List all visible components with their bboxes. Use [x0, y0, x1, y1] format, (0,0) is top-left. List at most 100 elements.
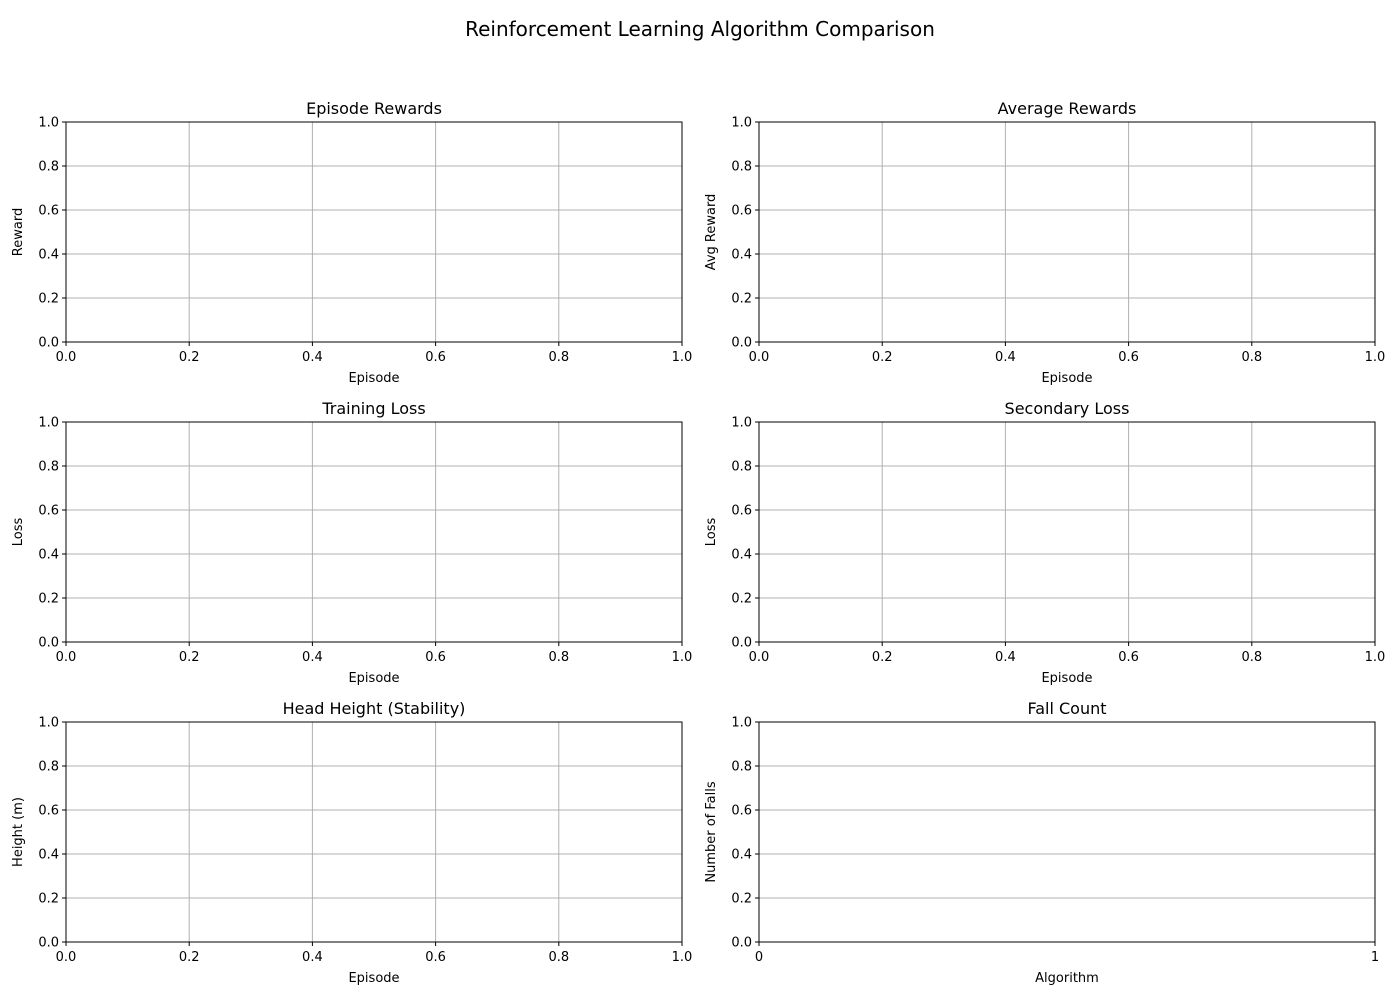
- y-tick-label: 1.0: [38, 416, 59, 431]
- x-axis-label: Episode: [1041, 671, 1092, 686]
- x-tick-label: 0.8: [548, 650, 569, 665]
- y-tick-label: 0.2: [38, 892, 59, 907]
- axes-frame: [758, 121, 1376, 343]
- x-tick-label: 0.8: [1241, 650, 1262, 665]
- x-tick-label: 1.0: [672, 350, 693, 365]
- x-tick-label: 0.4: [995, 650, 1016, 665]
- x-axis-label: Episode: [348, 971, 399, 986]
- panel-title: Head Height (Stability): [283, 699, 466, 718]
- y-tick-label: 0.2: [731, 292, 752, 307]
- y-tick-label: 0.0: [731, 336, 752, 351]
- plot-area: [759, 122, 1375, 342]
- y-tick-label: 0.4: [38, 848, 59, 863]
- y-tick-label: 0.0: [731, 636, 752, 651]
- x-tick-label: 1.0: [672, 650, 693, 665]
- panel-episode-rewards: 0.0 0.2 0.4 0.6 0.8 1.0 0.0 0.2 0.4 0.6 0.8 1.0 Epis…: [11, 99, 692, 386]
- x-tick-label: 1.0: [1365, 350, 1386, 365]
- axes-frame: [758, 721, 1376, 943]
- y-tick-label: 0.0: [38, 336, 59, 351]
- x-tick-label: 0.2: [872, 650, 893, 665]
- y-tick-label: 0.8: [731, 760, 752, 775]
- y-tick-label: 0.0: [38, 636, 59, 651]
- panel-title: Episode Rewards: [306, 99, 442, 118]
- figure-title: Reinforcement Learning Algorithm Compari…: [465, 17, 935, 41]
- y-tick-label: 1.0: [731, 116, 752, 131]
- y-tick-label: 0.2: [38, 592, 59, 607]
- y-tick-label: 0.2: [731, 592, 752, 607]
- x-tick-label: 0.6: [425, 950, 446, 965]
- panel-secondary-loss: 0.0 0.2 0.4 0.6 0.8 1.0 0.0 0.2 0.4 0.6 0.8 1.0 Seco…: [704, 399, 1385, 686]
- y-tick-label: 0.6: [38, 504, 59, 519]
- panel-average-rewards: 0.0 0.2 0.4 0.6 0.8 1.0 0.0 0.2 0.4 0.6 0.8 1.0 Aver…: [704, 99, 1385, 386]
- x-tick-label: 0.2: [872, 350, 893, 365]
- y-tick-label: 0.8: [731, 460, 752, 475]
- panel-training-loss: 0.0 0.2 0.4 0.6 0.8 1.0 0.0 0.2 0.4 0.6 0.8 1.0 Trai…: [11, 399, 692, 686]
- y-tick-label: 0.0: [38, 936, 59, 951]
- y-axis-label: Loss: [11, 518, 26, 547]
- x-axis-label: Algorithm: [1035, 971, 1099, 986]
- panel-head-height-stability: 0.0 0.2 0.4 0.6 0.8 1.0 0.0 0.2 0.4 0.6 0.8 1.0 Head…: [11, 699, 692, 986]
- y-tick-label: 1.0: [38, 716, 59, 731]
- y-tick-label: 0.6: [38, 204, 59, 219]
- x-tick-label: 1: [1371, 950, 1379, 965]
- x-tick-label: 0.2: [179, 950, 200, 965]
- plot-area: [66, 722, 682, 942]
- y-axis-label: Height (m): [11, 797, 26, 867]
- y-tick-label: 0.8: [731, 160, 752, 175]
- x-tick-label: 0: [755, 950, 763, 965]
- plot-area: [759, 422, 1375, 642]
- plot-area: [759, 722, 1375, 942]
- y-tick-label: 1.0: [38, 116, 59, 131]
- y-tick-label: 0.6: [731, 504, 752, 519]
- x-tick-label: 0.6: [1118, 350, 1139, 365]
- panel-title: Secondary Loss: [1005, 399, 1130, 418]
- panel-title: Average Rewards: [998, 99, 1137, 118]
- x-tick-label: 1.0: [1365, 650, 1386, 665]
- x-tick-label: 0.0: [749, 350, 770, 365]
- axes-frame: [65, 421, 683, 643]
- y-tick-label: 0.4: [38, 548, 59, 563]
- y-axis-label: Reward: [11, 208, 26, 256]
- y-tick-label: 0.4: [731, 548, 752, 563]
- panel-title: Training Loss: [321, 399, 425, 418]
- y-tick-label: 0.6: [731, 804, 752, 819]
- x-tick-label: 0.4: [302, 650, 323, 665]
- x-axis-label: Episode: [348, 371, 399, 386]
- x-tick-label: 0.8: [548, 950, 569, 965]
- x-tick-label: 0.2: [179, 350, 200, 365]
- x-tick-label: 0.4: [302, 350, 323, 365]
- y-axis-label: Number of Falls: [704, 781, 719, 882]
- y-tick-label: 1.0: [731, 416, 752, 431]
- x-tick-label: 0.6: [1118, 650, 1139, 665]
- x-axis-label: Episode: [1041, 371, 1092, 386]
- y-tick-label: 0.4: [731, 248, 752, 263]
- x-tick-label: 0.4: [995, 350, 1016, 365]
- x-tick-label: 0.8: [548, 350, 569, 365]
- y-tick-label: 0.8: [38, 160, 59, 175]
- y-tick-label: 0.4: [38, 248, 59, 263]
- y-tick-label: 0.6: [38, 804, 59, 819]
- plot-area: [66, 122, 682, 342]
- y-tick-label: 0.0: [731, 936, 752, 951]
- panel-title: Fall Count: [1027, 699, 1106, 718]
- y-axis-label: Avg Reward: [704, 194, 719, 271]
- x-tick-label: 0.8: [1241, 350, 1262, 365]
- x-tick-label: 0.6: [425, 350, 446, 365]
- x-axis-label: Episode: [348, 671, 399, 686]
- x-tick-label: 0.0: [56, 950, 77, 965]
- x-tick-label: 0.0: [749, 650, 770, 665]
- x-tick-label: 0.0: [56, 350, 77, 365]
- x-tick-label: 1.0: [672, 950, 693, 965]
- y-tick-label: 1.0: [731, 716, 752, 731]
- axes-frame: [65, 721, 683, 943]
- x-tick-label: 0.2: [179, 650, 200, 665]
- plot-area: [66, 422, 682, 642]
- x-tick-label: 0.4: [302, 950, 323, 965]
- panel-fall-count: 0 1 0.0 0.2 0.4 0.6 0.8 1.0 Fall Count Algorithm N…: [704, 699, 1379, 986]
- x-tick-label: 0.0: [56, 650, 77, 665]
- y-tick-label: 0.8: [38, 460, 59, 475]
- y-tick-label: 0.2: [731, 892, 752, 907]
- y-axis-label: Loss: [704, 518, 719, 547]
- y-tick-label: 0.6: [731, 204, 752, 219]
